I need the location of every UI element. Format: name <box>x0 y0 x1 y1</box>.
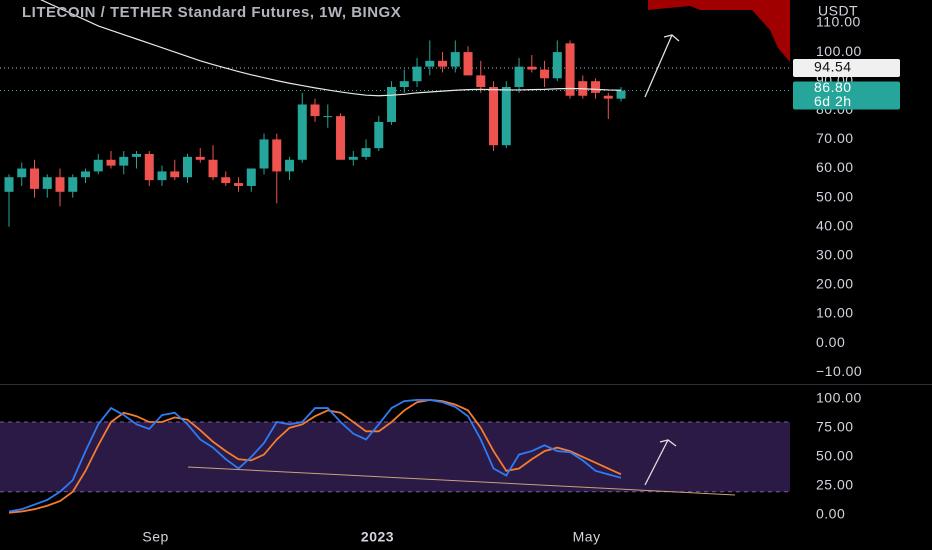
candle-body <box>234 183 244 186</box>
y-tick-label: 0.00 <box>816 506 845 522</box>
candle-body <box>527 66 537 70</box>
candle-body <box>540 69 550 79</box>
candle-body <box>55 177 65 192</box>
chart-title: LITECOIN / TETHER Standard Futures, 1W, … <box>22 4 401 21</box>
candle-body <box>412 66 422 82</box>
y-tick-label: 10.00 <box>816 305 854 321</box>
last-price-label: 86.80 <box>814 79 852 95</box>
y-tick-label: 25.00 <box>816 477 854 493</box>
candle-body <box>208 159 218 178</box>
candle-body <box>425 60 435 67</box>
candle-body <box>4 177 14 192</box>
candle-body <box>603 95 613 99</box>
x-tick-label: 2023 <box>361 529 394 545</box>
x-tick-label: May <box>573 529 601 545</box>
candle-body <box>285 159 295 172</box>
candle-body <box>616 90 626 99</box>
candle-body <box>336 116 346 160</box>
x-tick-label: Sep <box>142 529 168 545</box>
candle-body <box>489 87 499 146</box>
candle-body <box>591 81 601 93</box>
candle-body <box>476 75 486 88</box>
candle-body <box>144 153 154 181</box>
candle-body <box>565 43 575 96</box>
candle-body <box>221 177 231 184</box>
candle-body <box>119 156 129 166</box>
trend-line <box>187 466 736 496</box>
candle-body <box>30 168 40 189</box>
candle-body <box>17 168 27 178</box>
unit-label: USDT <box>818 3 858 19</box>
oscillator-pane <box>0 399 790 514</box>
candle-body <box>438 60 448 67</box>
price-pane <box>0 0 790 227</box>
y-tick-label: 70.00 <box>816 130 854 146</box>
marked-price-box <box>793 58 900 77</box>
price-axis: −10.00 0.00 10.00 20.00 30.00 40.00 50.00 60.00… <box>793 14 900 522</box>
series-line <box>8 399 622 513</box>
candle-body <box>514 66 524 88</box>
y-tick-label: 0.00 <box>816 334 845 350</box>
marked-price-label: 94.54 <box>814 59 852 75</box>
candle-body <box>132 153 142 157</box>
candle-body <box>348 156 358 160</box>
y-tick-label: 60.00 <box>816 159 854 175</box>
candle-body <box>297 104 307 160</box>
countdown-label: 6d 2h <box>814 93 852 109</box>
band <box>0 422 790 492</box>
candle-body <box>361 148 371 157</box>
candle-body <box>310 104 320 117</box>
candle-body <box>183 156 193 178</box>
candle-body <box>463 52 473 76</box>
candle-body <box>246 168 256 186</box>
y-tick-label: 50.00 <box>816 188 854 204</box>
arrow-up-lower <box>644 439 677 486</box>
moving-average <box>40 0 622 97</box>
series-line <box>8 399 622 514</box>
candle-body <box>272 139 282 172</box>
candle-body <box>68 177 78 192</box>
y-tick-label: −10.00 <box>816 363 862 379</box>
indicator-shade <box>648 0 790 62</box>
candle-body <box>374 121 384 149</box>
candle-body <box>42 177 52 189</box>
last-price-box <box>793 81 900 110</box>
y-tick-label: 50.00 <box>816 448 854 464</box>
candle-body <box>399 81 409 88</box>
candle-body <box>170 171 180 178</box>
y-tick-label: 100.00 <box>816 43 862 59</box>
candle-body <box>387 87 397 122</box>
candle-body <box>450 52 460 67</box>
y-tick-label: 30.00 <box>816 247 854 263</box>
candle-body <box>106 159 116 166</box>
y-tick-label: 20.00 <box>816 276 854 292</box>
y-tick-label: 100.00 <box>816 389 862 405</box>
candle-body <box>157 171 167 181</box>
y-tick-label: 75.00 <box>816 419 854 435</box>
candle-body <box>501 87 511 146</box>
candle-body <box>93 159 103 172</box>
candle-body <box>323 116 333 118</box>
candle-body <box>552 52 562 79</box>
candle-body <box>195 156 205 160</box>
candle-body <box>259 139 269 169</box>
candle-body <box>81 171 91 178</box>
arrow-up <box>644 34 680 98</box>
y-tick-label: 40.00 <box>816 217 854 233</box>
y-tick-label: 110.00 <box>816 14 861 30</box>
